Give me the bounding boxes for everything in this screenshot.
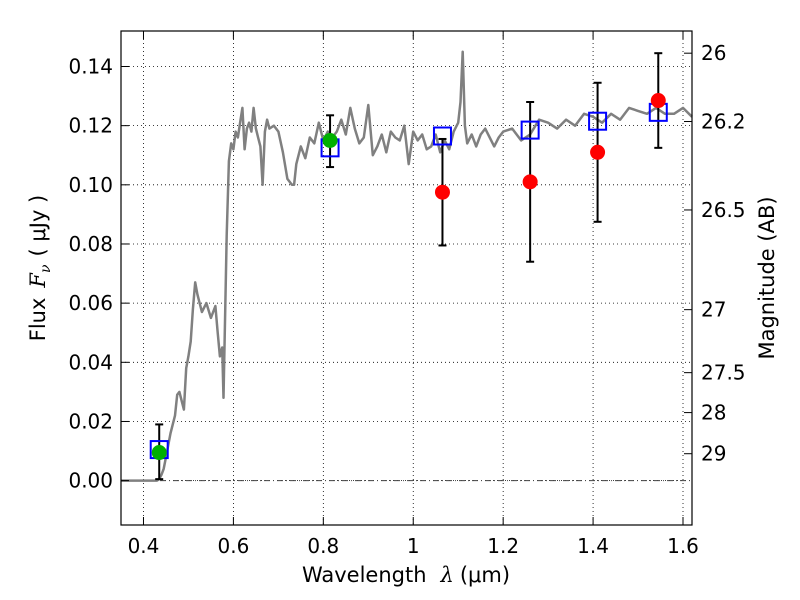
red-data-point (434, 184, 450, 200)
y-tick-label: 0.04 (68, 350, 113, 374)
x-tick-label: 1.4 (577, 534, 609, 558)
y-axis-label-text: Flux (26, 298, 50, 342)
x-axis-label: Wavelength λ (μm) (302, 563, 510, 587)
x-axis-label-unit: (μm) (460, 563, 510, 587)
x-axis-label-text: Wavelength (302, 563, 427, 587)
model-spectrum (121, 50, 693, 482)
x-tick-label: 1.2 (487, 534, 519, 558)
y-tick-label: 0.10 (68, 173, 113, 197)
y-tick-label: 0.14 (68, 54, 113, 78)
y-tick-label: 0.00 (68, 469, 113, 493)
x-tick-label: 0.4 (128, 534, 160, 558)
y-tick-label: 0.02 (68, 409, 113, 433)
model-photometry-square (432, 126, 452, 146)
y-tick-label: 0.12 (68, 114, 113, 138)
observed-points (151, 93, 666, 461)
red-data-point (522, 174, 538, 190)
y2-tick-labels: 26 26.2 26.5 27 27.5 28 29 (701, 41, 746, 466)
y-tick-label: 0.08 (68, 232, 113, 256)
axis-ticks (121, 31, 692, 525)
y2-tick-label: 27 (701, 298, 726, 322)
y2-tick-label: 28 (701, 401, 726, 425)
red-data-point (590, 144, 606, 160)
y2-tick-label: 26.5 (701, 198, 746, 222)
y2-tick-label: 27.5 (701, 361, 746, 385)
x-tick-label: 0.8 (307, 534, 339, 558)
green-data-point (151, 445, 167, 461)
y2-tick-label: 26.2 (701, 110, 746, 134)
x-tick-labels: 0.4 0.6 0.8 1 1.2 1.4 1.6 (128, 534, 699, 558)
spectrum-line (121, 50, 693, 482)
y-axis-label-symbol: F (26, 272, 50, 289)
y2-axis-label: Magnitude (AB) (755, 196, 779, 359)
x-tick-label: 0.6 (217, 534, 249, 558)
y-tick-label: 0.06 (68, 291, 113, 315)
x-tick-label: 1 (407, 534, 420, 558)
y2-tick-label: 29 (701, 442, 726, 466)
red-data-point (650, 93, 666, 109)
y2-tick-label: 26 (701, 41, 726, 65)
model-photometry-square (588, 111, 608, 131)
plot-frame (120, 30, 693, 526)
x-tick-label: 1.6 (667, 534, 699, 558)
y-tick-labels: 0.00 0.02 0.04 0.06 0.08 0.10 0.12 0.14 (68, 54, 113, 492)
green-data-point (322, 132, 338, 148)
x-axis-label-symbol: λ (440, 563, 454, 587)
y-axis-label-subscript: ν (38, 264, 54, 273)
y-axis-label: Flux Fν ( μJy ) (26, 195, 54, 341)
y-axis-label-unit: ( μJy ) (26, 195, 50, 257)
model-photometry-square (520, 120, 540, 140)
